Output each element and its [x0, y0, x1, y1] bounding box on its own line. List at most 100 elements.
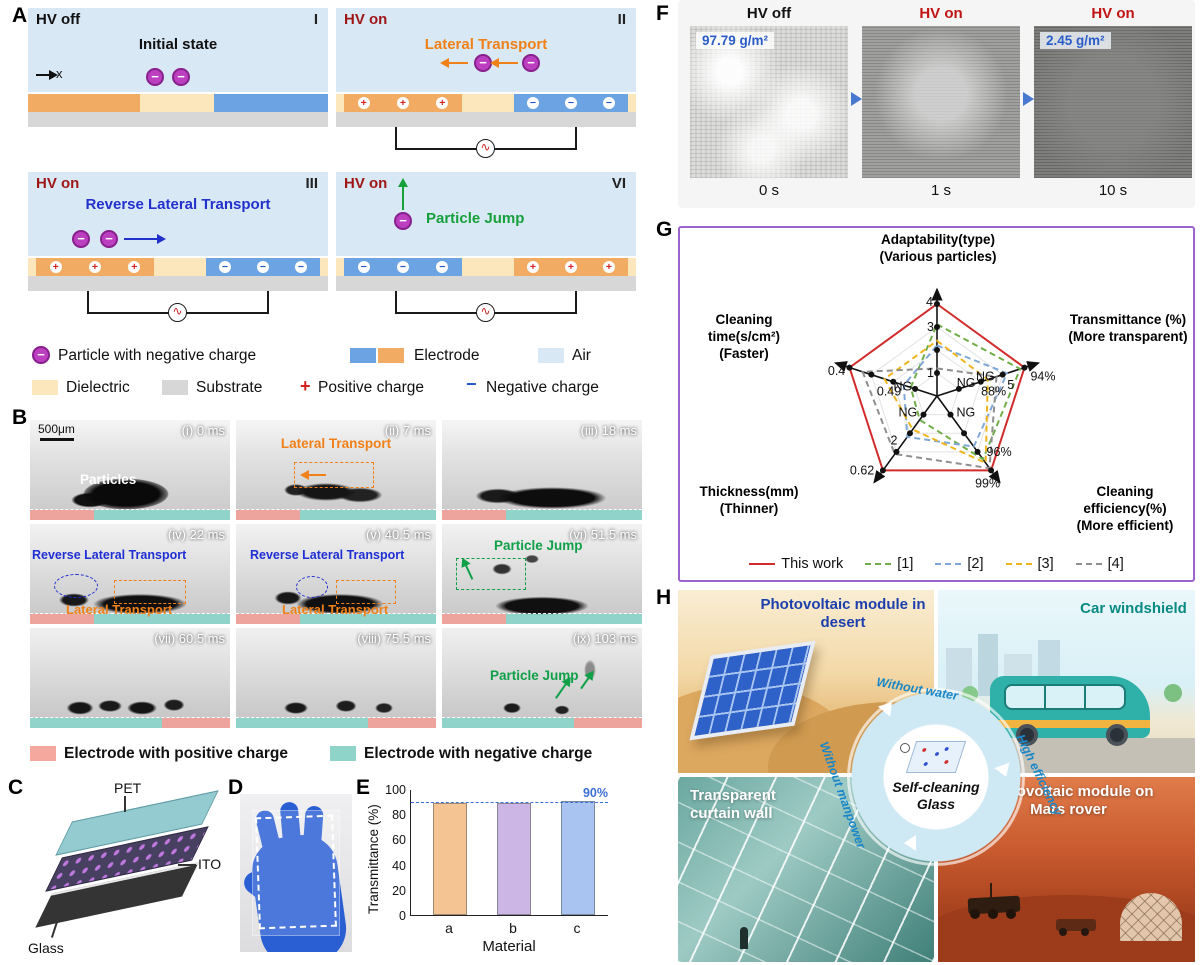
- highspeed-frame-8: (viii) 75.5 ms: [236, 628, 436, 728]
- electrode-strip: [442, 717, 642, 728]
- bar-material-c: [561, 801, 595, 915]
- annotation-ellipse: [54, 574, 98, 598]
- circuit-wire: [267, 291, 269, 314]
- clean-glass-photo: 2.45 g/m²: [1034, 26, 1192, 178]
- cycle-ring: Self-cleaning Glass: [850, 691, 1022, 863]
- svg-text:4: 4: [926, 295, 933, 309]
- legend-minus-icon: −: [466, 374, 477, 394]
- electrode-positive: + + +: [514, 258, 628, 276]
- y-tick: 40: [392, 859, 406, 873]
- radar-legend-item: This work: [749, 556, 843, 572]
- schematic-reverse-lateral-transport: HV on III Reverse Lateral Transport − − …: [28, 172, 328, 332]
- pointer-line: [178, 864, 196, 866]
- frame-tag: (ii) 7 ms: [384, 423, 431, 438]
- particle-icon: −: [146, 68, 164, 86]
- electrode-positive: + + +: [344, 94, 462, 112]
- panel-label-h: H: [656, 586, 672, 609]
- person-silhouette: [740, 927, 748, 949]
- highspeed-frame-1: (i) 0 ms 500μm Particles: [30, 420, 230, 520]
- highspeed-frame-7: (vii) 60.5 ms: [30, 628, 230, 728]
- highspeed-frame-6: (vi) 51.5 ms Particle Jump: [442, 524, 642, 624]
- tree-icon: [1164, 684, 1182, 702]
- particle-icon: −: [394, 212, 412, 230]
- photo-header: HV off: [746, 5, 792, 22]
- pointer-line: [124, 796, 126, 812]
- svg-text:1: 1: [927, 366, 934, 380]
- van-stripe: [990, 720, 1150, 728]
- glove-photo: [240, 794, 352, 952]
- ring-arrow-icon: [904, 835, 916, 851]
- particle-icon: −: [522, 54, 540, 72]
- air-region: [336, 172, 636, 256]
- frame-note: Particle Jump: [490, 668, 579, 683]
- highspeed-frame-5: (v) 40.5 ms Reverse Lateral Transport La…: [236, 524, 436, 624]
- frame-tag: (vi) 51.5 ms: [569, 527, 637, 542]
- electrode-strip: [236, 613, 436, 624]
- circuit-wire: [87, 291, 89, 314]
- y-tick: 60: [392, 833, 406, 847]
- scalebar-icon: [40, 438, 74, 441]
- hv-state-label: HV on: [344, 11, 388, 28]
- wheel-icon: [1106, 724, 1128, 746]
- ring-center: Self-cleaning Glass: [886, 725, 986, 829]
- hv-state-label: HV on: [344, 175, 388, 192]
- panel-label-e: E: [356, 776, 371, 799]
- frame-tag: (v) 40.5 ms: [365, 527, 431, 542]
- radar-legend-item: [4]: [1075, 556, 1124, 572]
- plot-area: 90%: [410, 786, 608, 916]
- wheel-icon: [1016, 724, 1038, 746]
- hv-state-label: HV off: [36, 11, 81, 28]
- legend-positive-label: Positive charge: [318, 379, 424, 396]
- schematic-title: Reverse Lateral Transport: [85, 196, 271, 213]
- y-tick: 20: [392, 884, 406, 898]
- panel-label-d: D: [228, 776, 244, 799]
- circuit-wire: [575, 127, 577, 150]
- electrode-negative: − − −: [206, 258, 320, 276]
- radar-axis-title-thickness: Thickness(mm) (Thinner): [699, 484, 799, 516]
- habitat-dome: [1120, 893, 1182, 941]
- annotation-box: [336, 580, 396, 604]
- glass-sample-icon: [905, 740, 967, 773]
- rover-wheel: [1006, 909, 1016, 919]
- y-tick: 0: [399, 909, 406, 923]
- svg-text:99%: 99%: [975, 476, 1000, 490]
- electrode-strip: [442, 509, 642, 520]
- particle-icon: −: [100, 230, 118, 248]
- y-tick: 80: [392, 808, 406, 822]
- radar-legend-item: [2]: [935, 556, 984, 572]
- frame-note: Particles: [80, 472, 137, 487]
- legend-positive-electrode-label: Electrode with positive charge: [64, 745, 288, 762]
- glass-label: Glass: [28, 940, 64, 956]
- svg-text:88%: 88%: [981, 384, 1006, 398]
- rover-wheel: [1081, 928, 1089, 936]
- ring-arrow-icon: [994, 762, 1014, 780]
- frame-tag: (i) 0 ms: [181, 423, 225, 438]
- quadrant-title: Transparent curtain wall: [690, 787, 776, 822]
- hv-state-label: HV on: [36, 175, 80, 192]
- highspeed-frame-3: (iii) 18 ms: [442, 420, 642, 520]
- electrode-strip: [30, 613, 230, 624]
- electrode-strip: [30, 509, 230, 520]
- ac-source-icon: ∿: [476, 139, 495, 158]
- schematic-initial-state: HV off I Initial state x − −: [28, 8, 328, 168]
- quadrant-title: Photovoltaic module in desert: [760, 596, 926, 631]
- progress-arrow-icon: [851, 92, 862, 106]
- panel-label-f: F: [656, 2, 669, 25]
- photo-time: 0 s: [758, 182, 779, 199]
- rover-mast: [990, 883, 992, 899]
- annotation-box: [456, 558, 526, 590]
- center-title: Self-cleaning Glass: [892, 778, 980, 813]
- legend-substrate-swatch: [162, 380, 188, 395]
- van-body: [990, 676, 1150, 738]
- jump-arrow-icon: [580, 667, 598, 690]
- scalebar-label: 500μm: [38, 422, 75, 436]
- dust-mass-overlay: 2.45 g/m²: [1040, 32, 1111, 49]
- schematic-lateral-transport: HV on II Lateral Transport − − + + + − − − ∿: [336, 8, 636, 168]
- frame-tag: (ix) 103 ms: [572, 631, 637, 646]
- legend-particle-label: Particle with negative charge: [58, 347, 257, 364]
- electrode-negative: − − −: [344, 258, 462, 276]
- radar-legend-item: [1]: [865, 556, 913, 572]
- progress-arrow-icon: [1023, 92, 1034, 106]
- reference-line-label: 90%: [582, 786, 608, 800]
